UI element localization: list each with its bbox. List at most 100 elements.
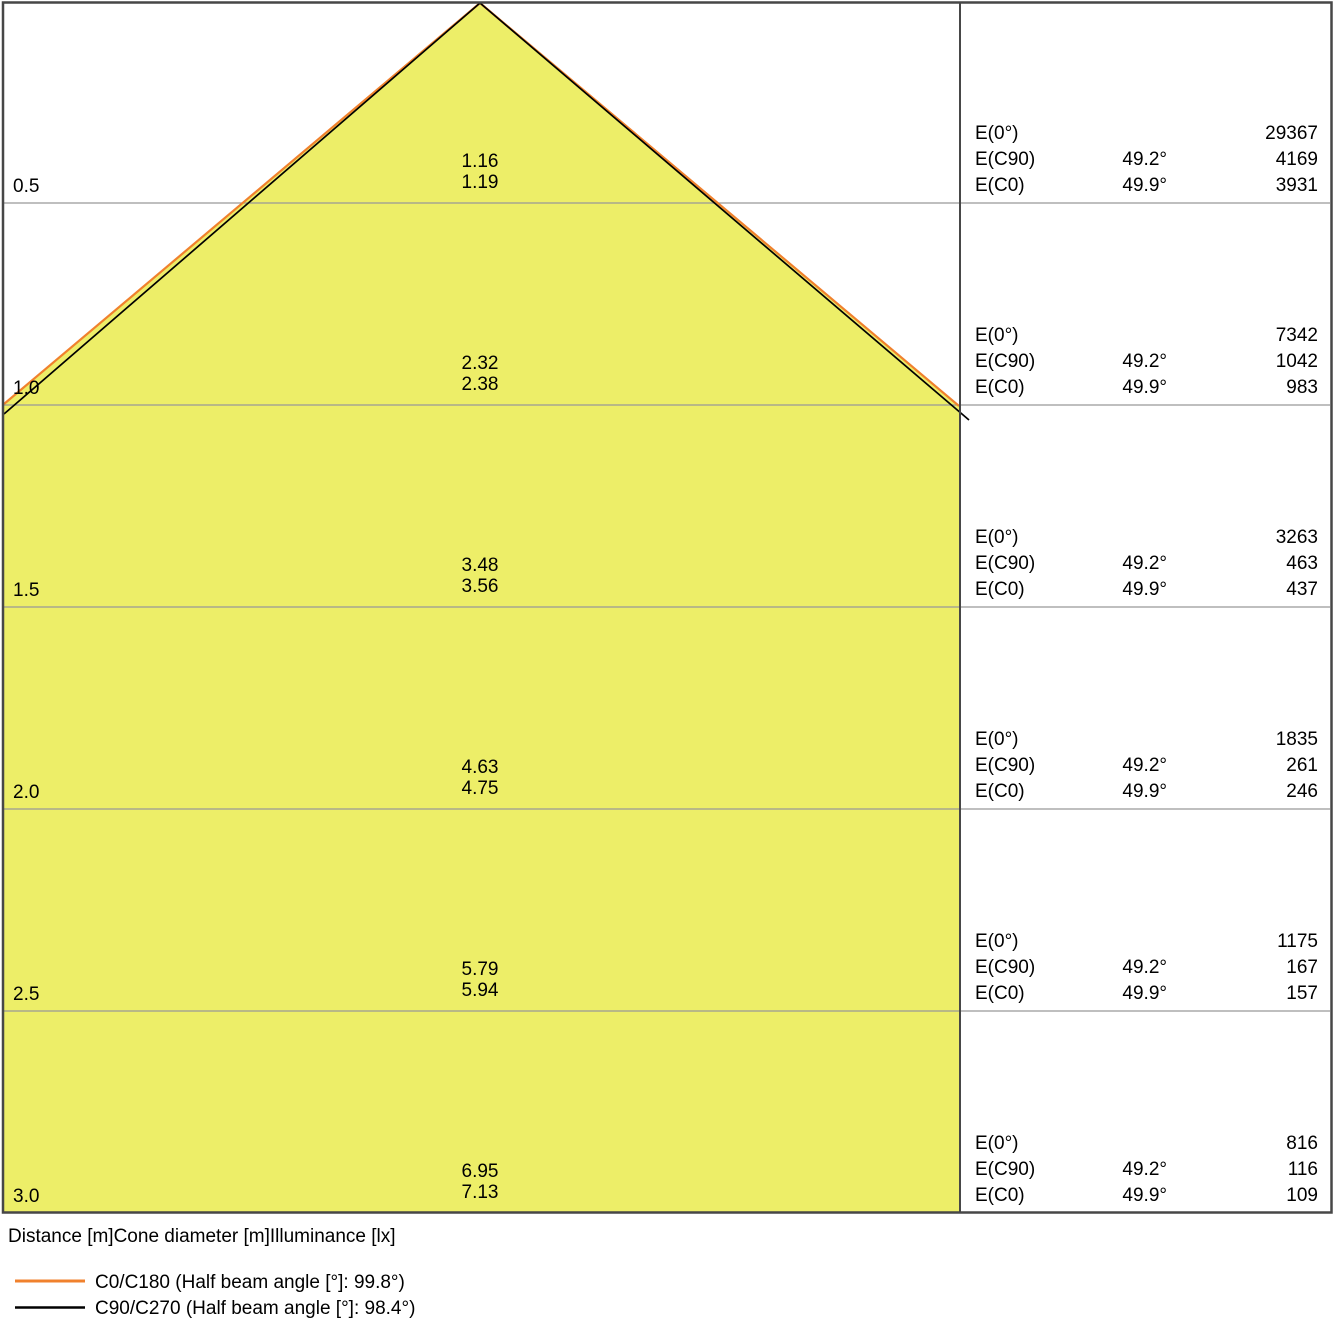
ec0-angle: 49.9° <box>1122 377 1167 398</box>
ec90-label: E(C90) <box>975 553 1036 574</box>
cone-diameter-values: 4.63 4.75 <box>380 757 580 799</box>
ec90-label: E(C90) <box>975 149 1036 170</box>
e0-value: 29367 <box>1265 123 1318 144</box>
cone-diameter-c0: 7.13 <box>461 1182 499 1203</box>
cone-diameter-values: 2.32 2.38 <box>380 353 580 395</box>
ec90-value: 261 <box>1286 755 1318 776</box>
illuminance-block: E(0°) 816 E(C90) 49.2° 116 E(C0) 49.9° 1… <box>975 1131 1318 1209</box>
e0-row: E(0°) 1835 <box>975 727 1318 753</box>
ec90-angle: 49.2° <box>1122 755 1167 776</box>
distance-label: 2.5 <box>13 984 40 1005</box>
c90-cone-lines <box>3 2 970 421</box>
distance-label: 2.0 <box>13 782 40 803</box>
e0-row: E(0°) 3263 <box>975 525 1318 551</box>
illuminance-block: E(0°) 7342 E(C90) 49.2° 1042 E(C0) 49.9°… <box>975 323 1318 401</box>
ec90-value: 1042 <box>1275 351 1318 372</box>
ec0-row: E(C0) 49.9° 157 <box>975 981 1318 1007</box>
illuminance-block: E(0°) 1835 E(C90) 49.2° 261 E(C0) 49.9° … <box>975 727 1318 805</box>
e0-value: 1835 <box>1275 729 1318 750</box>
e0-value: 1175 <box>1277 931 1318 952</box>
ec0-label: E(C0) <box>975 175 1025 196</box>
e0-label: E(0°) <box>975 325 1019 346</box>
ec90-row: E(C90) 49.2° 463 <box>975 551 1318 577</box>
ec0-value: 983 <box>1286 377 1318 398</box>
ec0-label: E(C0) <box>975 377 1025 398</box>
ec0-label: E(C0) <box>975 1185 1025 1206</box>
ec0-value: 246 <box>1286 781 1318 802</box>
ec90-angle: 49.2° <box>1122 553 1167 574</box>
ec90-label: E(C90) <box>975 351 1036 372</box>
ec90-value: 167 <box>1286 957 1318 978</box>
cone-diameter-c90: 3.48 <box>461 555 499 576</box>
diagram-border <box>1 1 1333 1214</box>
grid-lines <box>4 202 1330 1012</box>
ec0-angle: 49.9° <box>1122 1185 1167 1206</box>
ec0-angle: 49.9° <box>1122 579 1167 600</box>
ec90-row: E(C90) 49.2° 4169 <box>975 147 1318 173</box>
e0-label: E(0°) <box>975 123 1019 144</box>
ec0-label: E(C0) <box>975 781 1025 802</box>
distance-label: 1.0 <box>13 378 40 399</box>
cone-diameter-c90: 5.79 <box>461 959 499 980</box>
ec90-row: E(C90) 49.2° 261 <box>975 753 1318 779</box>
cone-diameter-c0: 1.19 <box>461 172 499 193</box>
cone-diameter-c90: 2.32 <box>461 353 499 374</box>
ec0-label: E(C0) <box>975 579 1025 600</box>
e0-row: E(0°) 1175 <box>975 929 1318 955</box>
legend-c90-label: C90/C270 (Half beam angle [°]: 98.4°) <box>95 1298 416 1319</box>
e0-row: E(0°) 816 <box>975 1131 1318 1157</box>
cone-diameter-c90: 6.95 <box>461 1161 499 1182</box>
distance-label: 0.5 <box>13 176 40 197</box>
e0-label: E(0°) <box>975 729 1019 750</box>
cone-diameter-c0: 4.75 <box>461 778 499 799</box>
e0-label: E(0°) <box>975 527 1019 548</box>
ec0-row: E(C0) 49.9° 437 <box>975 577 1318 603</box>
cone-diameter-c90: 1.16 <box>461 151 499 172</box>
illuminance-block: E(0°) 29367 E(C90) 49.2° 4169 E(C0) 49.9… <box>975 121 1318 199</box>
ec0-angle: 49.9° <box>1122 781 1167 802</box>
ec90-row: E(C90) 49.2° 167 <box>975 955 1318 981</box>
e0-value: 816 <box>1286 1133 1318 1154</box>
distance-label: 1.5 <box>13 580 40 601</box>
e0-label: E(0°) <box>975 1133 1019 1154</box>
ec90-label: E(C90) <box>975 1159 1036 1180</box>
ec90-value: 4169 <box>1275 149 1318 170</box>
ec90-angle: 49.2° <box>1122 1159 1167 1180</box>
ec90-angle: 49.2° <box>1122 351 1167 372</box>
ec0-row: E(C0) 49.9° 246 <box>975 779 1318 805</box>
cone-diameter-c0: 5.94 <box>461 980 499 1001</box>
ec90-value: 116 <box>1287 1159 1318 1180</box>
e0-value: 7342 <box>1275 325 1318 346</box>
ec90-value: 463 <box>1286 553 1318 574</box>
ec0-row: E(C0) 49.9° 983 <box>975 375 1318 401</box>
ec0-value: 3931 <box>1275 175 1318 196</box>
cone-diameter-c90: 4.63 <box>461 757 499 778</box>
ec90-angle: 49.2° <box>1122 149 1167 170</box>
cone-diameter-c0: 2.38 <box>461 374 499 395</box>
legend-c0-label: C0/C180 (Half beam angle [°]: 99.8°) <box>95 1272 405 1293</box>
ec0-angle: 49.9° <box>1122 983 1167 1004</box>
ec0-value: 109 <box>1286 1185 1318 1206</box>
ec0-value: 157 <box>1286 983 1318 1004</box>
ec90-row: E(C90) 49.2° 1042 <box>975 349 1318 375</box>
cone-diameter-values: 6.95 7.13 <box>380 1161 580 1203</box>
illuminance-block: E(0°) 3263 E(C90) 49.2° 463 E(C0) 49.9° … <box>975 525 1318 603</box>
cone-diameter-values: 3.48 3.56 <box>380 555 580 597</box>
cone-diameter-values: 1.16 1.19 <box>380 151 580 193</box>
ec90-label: E(C90) <box>975 957 1036 978</box>
ec90-angle: 49.2° <box>1122 957 1167 978</box>
ec0-angle: 49.9° <box>1122 175 1167 196</box>
ec90-label: E(C90) <box>975 755 1036 776</box>
ec0-label: E(C0) <box>975 983 1025 1004</box>
ec0-value: 437 <box>1286 579 1318 600</box>
axis-caption: Distance [m]Cone diameter [m]Illuminance… <box>8 1226 396 1247</box>
e0-row: E(0°) 7342 <box>975 323 1318 349</box>
ec0-row: E(C0) 49.9° 3931 <box>975 173 1318 199</box>
cone-diameter-c0: 3.56 <box>461 576 499 597</box>
ec90-row: E(C90) 49.2° 116 <box>975 1157 1318 1183</box>
illuminance-block: E(0°) 1175 E(C90) 49.2° 167 E(C0) 49.9° … <box>975 929 1318 1007</box>
e0-row: E(0°) 29367 <box>975 121 1318 147</box>
e0-label: E(0°) <box>975 931 1019 952</box>
